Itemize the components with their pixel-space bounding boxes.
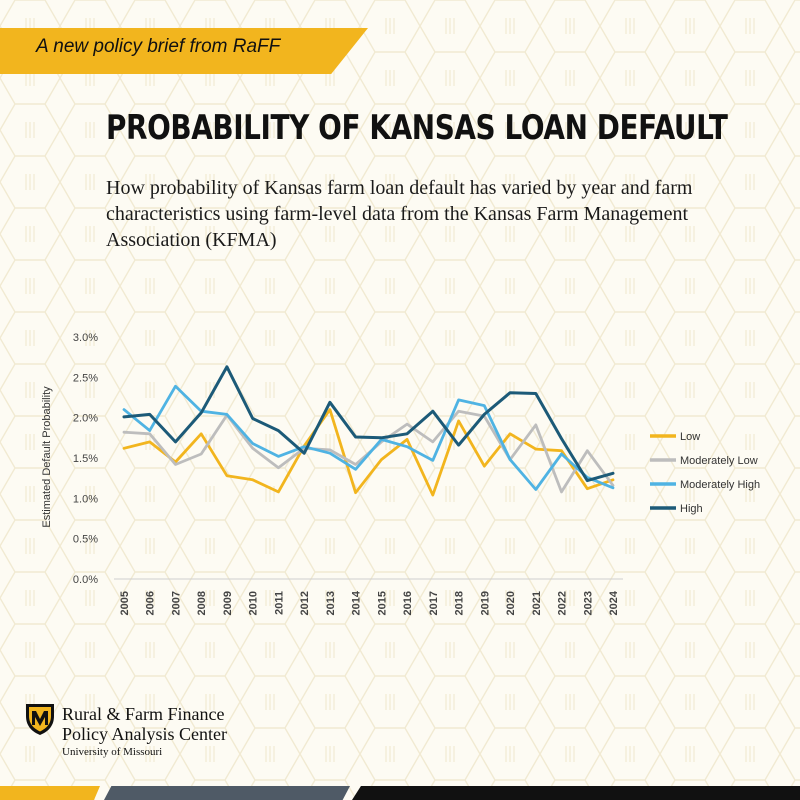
y-tick-label: 0.5% [73, 534, 98, 546]
y-tick-label: 1.5% [73, 453, 98, 465]
y-axis-title-group: Estimated Default Probability [41, 386, 53, 528]
x-tick-label: 2011 [273, 591, 285, 615]
y-tick-label: 0.0% [73, 574, 98, 586]
legend-label: High [680, 503, 703, 515]
series-line-moderately-low [122, 409, 615, 494]
series-line-low [122, 408, 615, 497]
org-name-line1: Rural & Farm Finance [62, 704, 225, 724]
x-tick-label: 2007 [170, 591, 182, 615]
mizzou-logo-icon [26, 704, 54, 735]
x-tick-label: 2006 [145, 591, 157, 615]
x-tick-label: 2005 [119, 591, 131, 615]
x-tick-label: 2024 [608, 590, 620, 615]
y-axis-title: Estimated Default Probability [41, 386, 53, 528]
page-subtitle: How probability of Kansas farm loan defa… [106, 177, 693, 251]
x-tick-label: 2008 [196, 591, 208, 615]
x-tick-label: 2022 [557, 591, 569, 615]
x-tick-label: 2016 [402, 591, 414, 615]
x-tick-label: 2012 [299, 591, 311, 615]
x-tick-label: 2010 [248, 591, 260, 615]
banner-text: A new policy brief from RaFF [36, 36, 281, 57]
y-tick-label: 1.0% [73, 493, 98, 505]
x-tick-label: 2018 [454, 591, 466, 615]
line-chart: Estimated Default Probability 0.0% 0.5% 1.… [41, 332, 760, 615]
x-tick-label: 2019 [479, 591, 491, 615]
x-tick-label: 2013 [325, 591, 337, 615]
x-tick-label: 2023 [582, 591, 594, 615]
footer-bar-yellow [0, 786, 100, 800]
org-name-line2: Policy Analysis Center [62, 724, 227, 744]
org-university: University of Missouri [62, 746, 163, 758]
legend-label: Low [680, 431, 700, 443]
page-title: PROBABILITY OF KANSAS LOAN DEFAULT [106, 108, 728, 148]
legend-label: Moderately High [680, 479, 760, 491]
footer-bar-gray [104, 786, 350, 800]
series-line-moderately-high [122, 384, 615, 491]
x-tick-label: 2020 [505, 591, 517, 615]
legend-label: Moderately Low [680, 455, 758, 467]
policy-brief-banner: A new policy brief from RaFF [0, 28, 368, 74]
footer-bar-black [352, 786, 800, 800]
x-tick-label: 2014 [351, 590, 363, 615]
x-tick-label: 2021 [531, 591, 543, 615]
x-tick-label: 2015 [376, 591, 388, 615]
x-tick-label: 2017 [428, 591, 440, 615]
y-tick-label: 2.0% [73, 413, 98, 425]
y-tick-label: 2.5% [73, 372, 98, 384]
x-tick-label: 2009 [222, 591, 234, 615]
series-line-high [122, 365, 615, 483]
y-tick-label: 3.0% [73, 332, 98, 344]
